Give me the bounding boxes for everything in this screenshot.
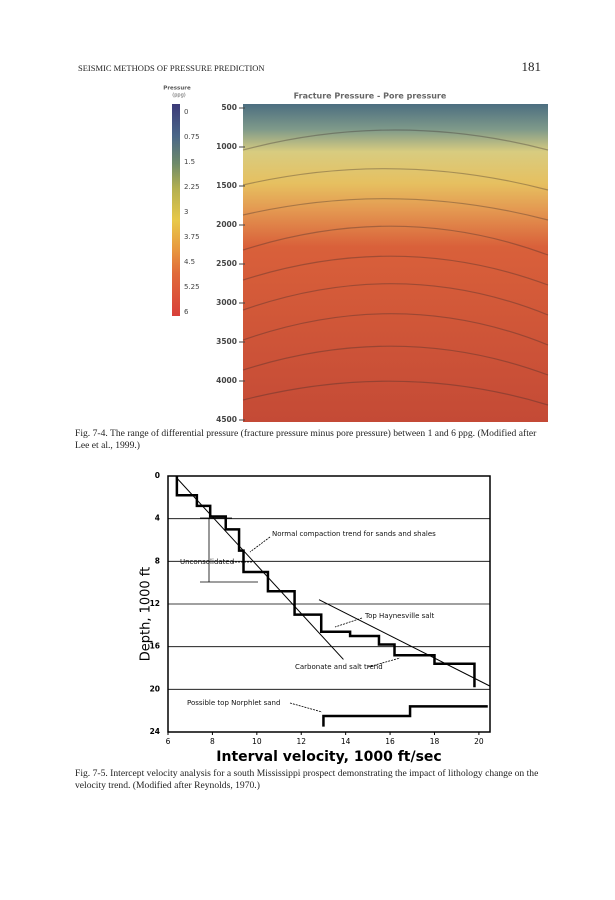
velocity-steps bbox=[322, 705, 488, 727]
colorbar-label: 0.75 bbox=[184, 133, 200, 141]
colorbar-label: 3 bbox=[184, 208, 188, 216]
page-number: 181 bbox=[522, 59, 542, 74]
annotation: Carbonate and salt trend bbox=[295, 663, 383, 671]
bracket bbox=[200, 517, 258, 583]
annotation: Normal compaction trend for sands and sh… bbox=[272, 530, 436, 538]
annotation: Unconsolidated bbox=[180, 558, 234, 566]
depth-tick-label: 500 bbox=[221, 103, 237, 112]
x-tick-label: 12 bbox=[296, 737, 306, 746]
annotation-arrow bbox=[367, 657, 401, 668]
y-tick-label: 0 bbox=[155, 471, 160, 480]
colorbar-label: 2.25 bbox=[184, 183, 200, 191]
colorbar-label: 0 bbox=[184, 108, 188, 116]
colorbar-label: 3.75 bbox=[184, 233, 200, 241]
figure-title: Fracture Pressure - Pore pressure bbox=[294, 92, 447, 101]
x-tick-label: 8 bbox=[210, 737, 215, 746]
x-axis-label: Interval velocity, 1000 ft/sec bbox=[216, 749, 441, 765]
y-tick-label: 16 bbox=[150, 642, 160, 651]
depth-tick-label: 3000 bbox=[216, 298, 237, 307]
trend-line bbox=[176, 477, 344, 660]
depth-tick-label: 2500 bbox=[216, 259, 237, 268]
caption: Fig. 7-5. Intercept velocity analysis fo… bbox=[75, 768, 539, 791]
depth-tick-label: 3500 bbox=[216, 337, 237, 346]
x-tick-label: 18 bbox=[430, 737, 440, 746]
annotation-arrow bbox=[249, 536, 271, 553]
depth-tick-label: 4000 bbox=[216, 376, 237, 385]
y-tick-label: 12 bbox=[150, 599, 160, 608]
y-axis-label: Depth, 1000 ft bbox=[139, 567, 154, 662]
depth-tick-label: 1000 bbox=[216, 142, 237, 151]
plot-frame bbox=[167, 475, 491, 733]
y-tick-label: 4 bbox=[155, 514, 160, 523]
seismic-image bbox=[243, 104, 548, 422]
depth-tick-label: 4500 bbox=[216, 415, 237, 424]
annotation: Top Haynesville salt bbox=[364, 612, 435, 620]
velocity-steps bbox=[175, 476, 476, 688]
colorbar-label: 4.5 bbox=[184, 258, 195, 266]
x-tick-label: 16 bbox=[385, 737, 395, 746]
running-title: SEISMIC METHODS OF PRESSURE PREDICTION bbox=[78, 63, 265, 73]
figure-2: 0 4 8 12 16 20 24 6 8 10 12 14 16 18 20 Interval veloci… bbox=[139, 471, 491, 765]
annotation: Possible top Norphlet sand bbox=[187, 699, 280, 707]
trend-line bbox=[318, 599, 491, 687]
colorbar bbox=[172, 104, 180, 316]
caption: Fig. 7-4. The range of differential pres… bbox=[75, 428, 537, 451]
depth-tick-label: 2000 bbox=[216, 220, 237, 229]
y-tick-label: 20 bbox=[150, 684, 160, 693]
colorbar-label: 1.5 bbox=[184, 158, 195, 166]
x-tick-label: 6 bbox=[166, 737, 171, 746]
figure-1-axes: 0 0.75 1.5 2.25 3 3.75 4.5 5.25 6 500 1000 1500 2000… bbox=[184, 103, 245, 424]
colorbar-label: 5.25 bbox=[184, 283, 200, 291]
colorbar-unit: (ppg) bbox=[172, 93, 185, 99]
x-tick-label: 14 bbox=[341, 737, 351, 746]
annotation-arrow bbox=[289, 702, 323, 713]
depth-tick-label: 1500 bbox=[216, 181, 237, 190]
x-tick-label: 20 bbox=[474, 737, 484, 746]
y-tick-label: 24 bbox=[150, 727, 160, 736]
annotation-arrow bbox=[334, 617, 363, 628]
seismic-reflectors bbox=[242, 129, 549, 406]
y-tick-label: 8 bbox=[155, 556, 160, 565]
x-tick-label: 10 bbox=[252, 737, 262, 746]
colorbar-label: 6 bbox=[184, 308, 189, 316]
colorbar-title: Pressure bbox=[163, 86, 191, 92]
